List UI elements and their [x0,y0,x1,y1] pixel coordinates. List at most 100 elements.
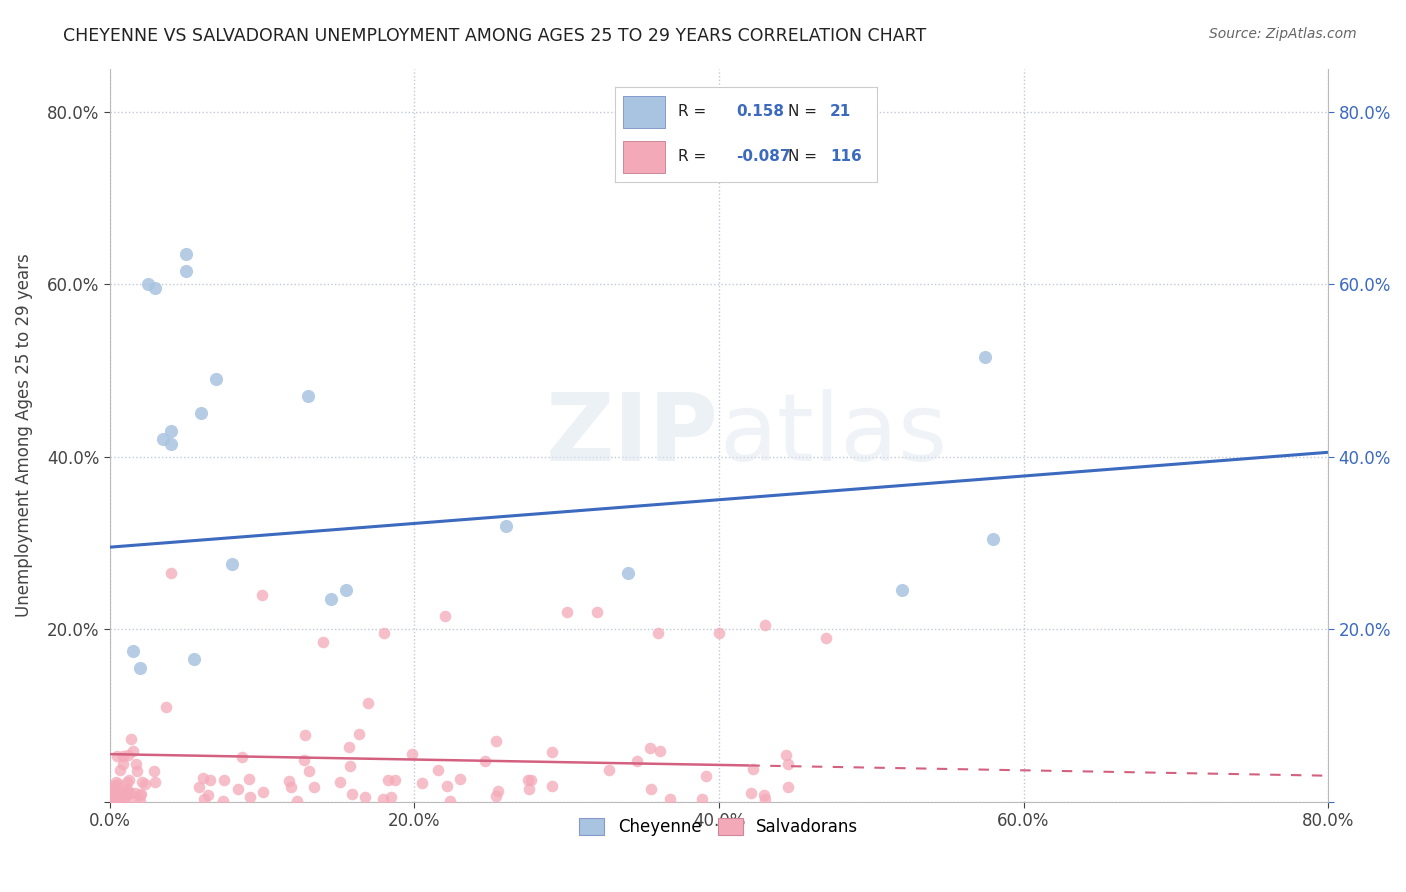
Point [485,734,508,748]
Point [107,787,129,801]
Point [129,787,152,801]
Point [555,605,578,619]
Point [981,532,1004,546]
Point [105,778,128,792]
Point [122,744,145,758]
Point [377,772,399,787]
Point [174,264,197,278]
Point [648,744,671,758]
Point [298,764,321,778]
Point [117,748,139,763]
Point [474,754,496,768]
Point [354,789,377,804]
Point [485,789,508,803]
Point [231,750,253,764]
Point [115,775,138,789]
Point [174,247,197,261]
Point [117,782,139,797]
Point [121,794,143,808]
Point [191,771,214,785]
Point [814,631,837,645]
Point [319,591,342,606]
Point [110,763,132,777]
Point [373,791,395,805]
Point [212,772,235,787]
Point [111,756,134,771]
Point [121,643,143,657]
Point [302,780,325,794]
Point [384,773,406,788]
Point [129,789,152,803]
Point [433,609,456,624]
Point [103,784,125,798]
Point [155,699,177,714]
Point [105,774,128,789]
Point [775,748,797,763]
Point [776,780,799,794]
Point [111,790,134,805]
Point [98,787,121,801]
Point [124,786,146,800]
Point [690,792,713,806]
Point [540,780,562,794]
Point [517,782,540,797]
Point [439,794,461,808]
Point [640,741,662,756]
Point [145,281,167,295]
Point [287,794,309,808]
Point [142,764,165,778]
Point [205,372,228,386]
Point [159,436,181,450]
Point [129,661,152,675]
Point [101,793,124,807]
Point [449,772,471,786]
Point [197,788,219,802]
Point [349,727,371,741]
Point [107,776,129,790]
Point [108,794,131,808]
Point [152,433,174,447]
Point [159,566,181,580]
Point [598,764,620,778]
Point [118,772,141,787]
Point [238,772,260,786]
Point [436,779,458,793]
Point [335,583,357,598]
Point [640,781,662,796]
Point [120,786,142,800]
Point [115,785,138,799]
Point [695,769,717,783]
Point [226,782,249,797]
Point [339,759,361,773]
Text: Source: ZipAtlas.com: Source: ZipAtlas.com [1209,27,1357,41]
Point [145,775,167,789]
Point [239,789,262,804]
Point [890,583,912,598]
Point [342,787,364,801]
Point [187,780,209,794]
Point [117,787,139,801]
Point [112,785,135,799]
Point [486,784,509,798]
Point [212,794,235,808]
Y-axis label: Unemployment Among Ages 25 to 29 years: Unemployment Among Ages 25 to 29 years [15,253,32,617]
Point [193,792,215,806]
Point [100,784,122,798]
Point [401,747,423,762]
Text: ZIP: ZIP [546,389,718,481]
Point [100,788,122,802]
Point [252,785,274,799]
Point [754,617,776,632]
Point [134,777,156,791]
Point [337,740,360,755]
Point [277,774,299,789]
Point [120,732,142,747]
Point [742,763,765,777]
Point [136,277,159,292]
Point [98,781,121,796]
Point [357,696,380,710]
Point [101,779,124,793]
Point [616,566,638,580]
Point [312,635,335,649]
Point [112,794,135,808]
